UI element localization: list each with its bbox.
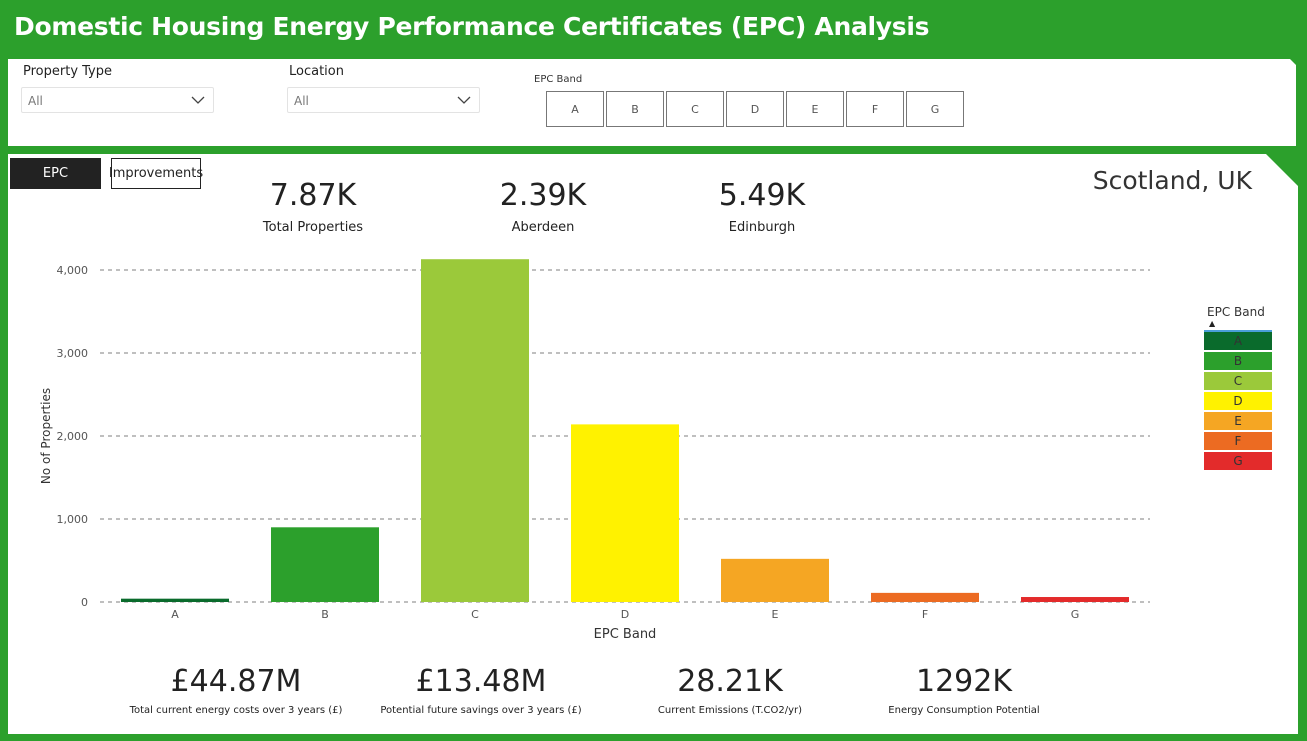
legend-item-a[interactable]: A: [1204, 332, 1272, 350]
location-dropdown[interactable]: All: [287, 87, 480, 113]
y-tick-label: 0: [81, 596, 88, 609]
kpi-aberdeen-value: 2.39K: [499, 178, 587, 213]
kpi-future-savings-value: £13.48M: [415, 664, 547, 699]
kpi-current-costs-label: Total current energy costs over 3 years …: [129, 705, 343, 716]
y-tick-label: 1,000: [57, 513, 89, 526]
location-title: Scotland, UK: [1092, 166, 1252, 195]
kpi-future-savings-label: Potential future savings over 3 years (£…: [380, 705, 582, 716]
bar-d: [571, 424, 679, 602]
bar-e: [721, 558, 829, 602]
location-value: All: [294, 94, 309, 108]
filter-panel: Property Type All Location All EPC Band …: [8, 59, 1302, 146]
x-tick-label: B: [321, 608, 329, 621]
legend-item-c[interactable]: C: [1204, 372, 1272, 390]
legend-item-g[interactable]: G: [1204, 452, 1272, 470]
x-tick-label: F: [922, 608, 928, 621]
page-title: Domestic Housing Energy Performance Cert…: [14, 12, 930, 41]
legend-item-f[interactable]: F: [1204, 432, 1272, 450]
epc-band-button-c[interactable]: C: [666, 91, 724, 127]
x-tick-label: G: [1071, 608, 1080, 621]
legend-item-b[interactable]: B: [1204, 352, 1272, 370]
epc-band-button-e[interactable]: E: [786, 91, 844, 127]
property-type-label: Property Type: [23, 64, 113, 79]
kpi-energy-consumption-value: 1292K: [915, 664, 1013, 699]
kpi-edinburgh-value: 5.49K: [718, 178, 806, 213]
x-tick-label: C: [471, 608, 479, 621]
bar-c: [421, 259, 529, 602]
property-type-dropdown[interactable]: All: [21, 87, 214, 113]
chevron-down-icon: [191, 96, 205, 104]
epc-band-bar-chart: 0 1,000 2,000 3,000 4,000 A B C D E F G EPC Band No o…: [39, 259, 1150, 642]
location-label: Location: [289, 64, 344, 79]
epc-band-filter-label: EPC Band: [534, 74, 583, 85]
kpi-edinburgh-label: Edinburgh: [728, 220, 796, 235]
epc-band-button-a[interactable]: A: [546, 91, 604, 127]
y-axis-title: No of Properties: [39, 388, 53, 484]
legend-item-d[interactable]: D: [1204, 392, 1272, 410]
tab-epc[interactable]: EPC: [10, 158, 101, 189]
kpi-emissions-value: 28.21K: [677, 664, 783, 699]
bar-g: [1021, 597, 1129, 602]
x-axis-title: EPC Band: [594, 627, 657, 642]
main-panel: EPC Improvements 7.87K Total Properties …: [8, 154, 1306, 734]
sort-indicator-icon: ▲: [1209, 319, 1216, 328]
y-tick-label: 2,000: [57, 430, 89, 443]
epc-band-button-g[interactable]: G: [906, 91, 964, 127]
kpi-current-costs-value: £44.87M: [170, 664, 302, 699]
bar-b: [271, 527, 379, 602]
kpi-total-properties-label: Total Properties: [262, 220, 364, 235]
kpi-energy-consumption-label: Energy Consumption Potential: [888, 705, 1040, 716]
x-tick-label: A: [171, 608, 179, 621]
tab-improvements[interactable]: Improvements: [109, 158, 203, 189]
kpi-emissions-label: Current Emissions (T.CO2/yr): [657, 705, 803, 716]
bar-f: [871, 592, 979, 602]
x-tick-label: E: [772, 608, 779, 621]
legend-item-e[interactable]: E: [1204, 412, 1272, 430]
x-tick-label: D: [621, 608, 629, 621]
kpi-aberdeen-label: Aberdeen: [511, 220, 575, 235]
y-tick-label: 3,000: [57, 347, 89, 360]
property-type-value: All: [28, 94, 43, 108]
epc-band-button-b[interactable]: B: [606, 91, 664, 127]
epc-band-button-f[interactable]: F: [846, 91, 904, 127]
y-tick-label: 4,000: [57, 264, 89, 277]
chevron-down-icon: [457, 96, 471, 104]
kpi-total-properties-value: 7.87K: [269, 178, 357, 213]
legend-title: EPC Band: [1207, 305, 1265, 319]
bar-a: [121, 598, 229, 602]
epc-band-slicer: A B C D E F G: [546, 91, 966, 127]
epc-band-button-d[interactable]: D: [726, 91, 784, 127]
